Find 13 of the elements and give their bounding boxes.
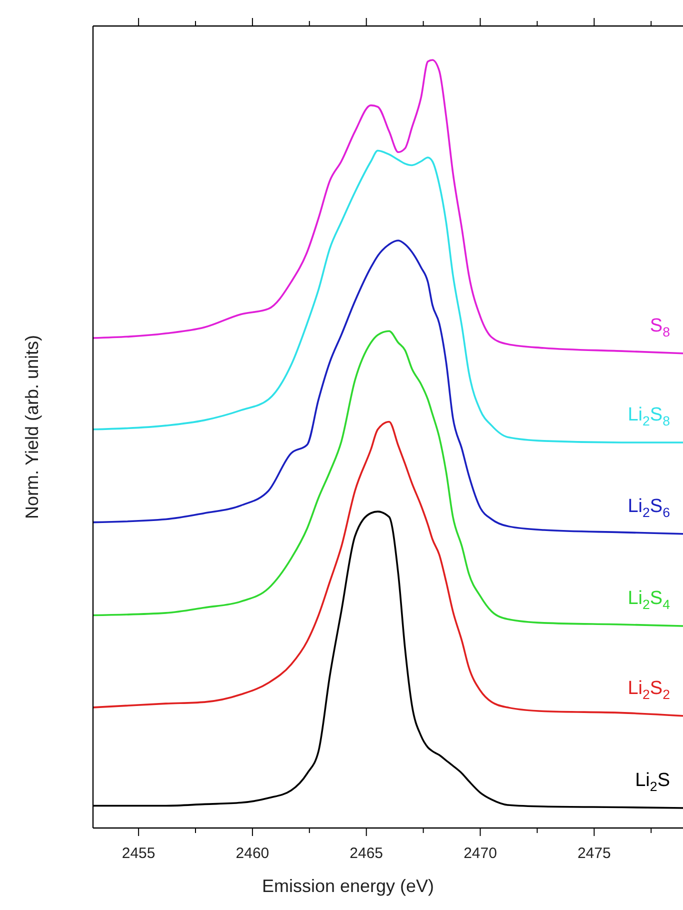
x-tick-label: 2460 <box>236 845 270 862</box>
x-tick-label: 2470 <box>464 845 497 862</box>
series-label: S$_{8}$ <box>650 315 670 339</box>
series-label: Li$_{2}$S$_{8}$ <box>628 404 670 428</box>
series-label: Li$_{2}$S$_{4}$ <box>628 588 670 612</box>
x-tick-label: 2455 <box>122 845 156 862</box>
series-label: Li$_{2}$S$_{2}$ <box>628 678 670 702</box>
x-axis-title: Emission energy (eV) <box>262 876 434 896</box>
x-tick-label: 2475 <box>577 845 611 862</box>
y-axis-title: Norm. Yield (arb. units) <box>22 334 42 520</box>
series-label: Li$_{2}$S <box>635 770 670 794</box>
series-label: Li$_{2}$S$_{6}$ <box>628 496 670 520</box>
x-tick-label: 2465 <box>350 845 384 862</box>
